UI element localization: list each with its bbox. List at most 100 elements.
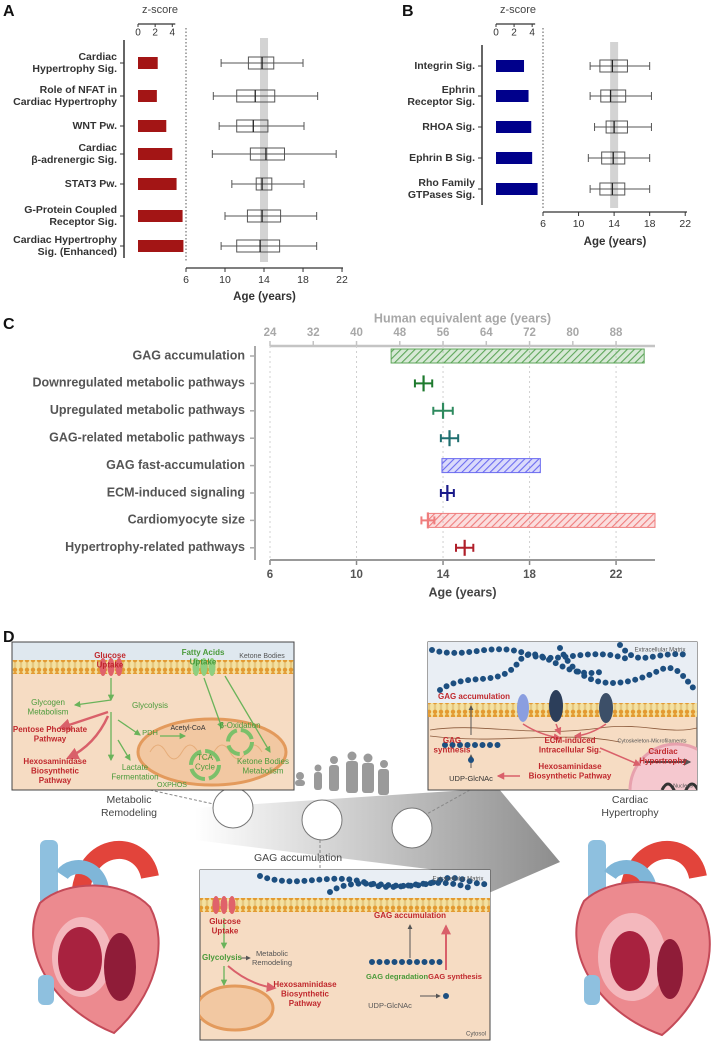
stage-circle — [301, 799, 343, 841]
y-tick-label: Integrin Sig. — [414, 60, 475, 72]
diagram-text: Metabolism — [243, 767, 284, 776]
diagram-text: synthesis — [434, 746, 471, 755]
x-tick-label: 2 — [152, 28, 158, 39]
x-tick-label: 10 — [350, 569, 363, 581]
stage-label: Metabolic — [107, 794, 152, 806]
diagram-text: GAG synthesis — [428, 972, 482, 981]
range-bar — [441, 458, 541, 474]
diagram-text: Fatty Acids — [182, 648, 225, 657]
diagram-text: Acetyl-CoA — [170, 725, 205, 732]
y-tick-label: Cardiac — [78, 142, 117, 154]
age-axis-title: Age (years) — [233, 291, 296, 303]
x2-tick-label: 80 — [566, 327, 579, 339]
diagram-text: Metabolism — [28, 708, 69, 717]
diagram-text: Remodeling — [252, 958, 292, 967]
diagram-text: GAG — [443, 736, 461, 745]
age-tick-label: 18 — [644, 218, 656, 230]
box — [249, 147, 285, 161]
bar — [138, 178, 177, 190]
bar — [138, 240, 184, 252]
y-tick-label: Hypertrophy Sig. — [32, 63, 117, 75]
bar — [496, 152, 533, 164]
y-tick-label: Sig. (Enhanced) — [38, 246, 117, 258]
x2-tick-label: 48 — [393, 327, 406, 339]
x2-tick-label: 32 — [307, 327, 320, 339]
x2-tick-label: 88 — [610, 327, 623, 339]
y-tick-label: GAG fast-accumulation — [106, 458, 245, 472]
diagram-text: TCA — [197, 753, 214, 762]
stage-label: Hypertrophy — [601, 807, 659, 819]
diagram-text: Hexosaminidase — [273, 980, 337, 989]
age-band — [260, 38, 269, 262]
diagram-text: Cytosol — [466, 1032, 486, 1038]
box — [236, 239, 281, 253]
y-tick-label: GAG accumulation — [132, 348, 245, 362]
x-axis-title: Age (years) — [428, 585, 496, 599]
bar — [496, 183, 538, 195]
x2-tick-label: 56 — [437, 327, 450, 339]
gag-box — [199, 869, 491, 1041]
stage-circle — [212, 787, 254, 829]
x-axis-title: z-score — [500, 4, 536, 16]
box — [246, 209, 282, 223]
x-tick-label: 22 — [610, 569, 623, 581]
diagram-text: Intracellular Sig. — [539, 746, 601, 755]
box — [605, 120, 628, 134]
y-tick-label: ECM-induced signaling — [107, 485, 245, 499]
bar — [496, 121, 532, 133]
x-tick-label: 4 — [529, 28, 535, 39]
diagram-text: Pathway — [34, 735, 67, 744]
bar — [496, 90, 529, 102]
diagram-text: Ketone Bodies — [237, 757, 289, 766]
x2-tick-label: 72 — [523, 327, 536, 339]
diagram-text: Hypertrophy — [639, 757, 687, 766]
age-tick-label: 22 — [336, 274, 348, 286]
diagram-text: Lactate — [122, 763, 149, 772]
box — [600, 89, 627, 103]
x2-tick-label: 64 — [480, 327, 493, 339]
age-tick-label: 10 — [573, 218, 585, 230]
hypertrophy-box — [427, 641, 698, 791]
diagram-text: Biosynthetic Pathway — [529, 772, 612, 781]
x-tick-label: 4 — [170, 28, 176, 39]
bar — [138, 210, 183, 222]
bar — [138, 90, 157, 102]
age-tick-label: 14 — [608, 218, 620, 230]
diagram-text: Biosynthetic — [281, 990, 330, 999]
x2-axis-title: Human equivalent age (years) — [374, 311, 551, 325]
diagram-text: GAG accumulation — [374, 911, 446, 920]
y-tick-label: WNT Pw. — [72, 120, 117, 132]
x2-tick-label: 40 — [350, 327, 363, 339]
y-tick-label: Receptor Sig. — [49, 216, 117, 228]
diagram-text: Uptake — [97, 661, 124, 670]
diagram-text: PDH — [142, 728, 158, 737]
diagram-text: GAG accumulation — [438, 692, 510, 701]
diagram-text: Glycolysis — [202, 953, 243, 962]
y-tick-label: GAG-related metabolic pathways — [49, 430, 245, 444]
age-tick-label: 14 — [258, 274, 270, 286]
diagram-text: Extracellular Matrix — [634, 648, 685, 654]
stage-circle — [391, 807, 433, 849]
bar — [496, 60, 525, 72]
diagram-art — [11, 641, 711, 1041]
diagram-text: β-Oxidation — [219, 721, 260, 730]
diagram-text: Glucose — [94, 651, 126, 660]
bar — [138, 120, 167, 132]
y-tick-label: Ephrin — [442, 84, 475, 96]
y-tick-label: Ephrin B Sig. — [409, 152, 475, 164]
diagram-text: Ketone Bodies — [239, 653, 285, 660]
age-axis-title: Age (years) — [584, 236, 647, 248]
range-bar — [390, 348, 645, 364]
diagram-text: Cardiac — [648, 747, 678, 756]
diagram-text: UDP-GlcNAc — [449, 774, 493, 783]
y-tick-label: Hypertrophy-related pathways — [65, 540, 245, 554]
heart — [32, 840, 160, 1035]
diagram-text: Hexosaminidase — [538, 762, 602, 771]
x-tick-label: 14 — [437, 569, 450, 581]
diagram-text: Cycle — [195, 763, 216, 772]
x-axis-title: z-score — [142, 4, 178, 16]
diagram-text: Nucleus — [673, 783, 693, 789]
y-tick-label: Rho Family — [418, 177, 475, 189]
diagram-text: Glycogen — [31, 698, 65, 707]
diagram-text: Fermentation — [111, 773, 158, 782]
